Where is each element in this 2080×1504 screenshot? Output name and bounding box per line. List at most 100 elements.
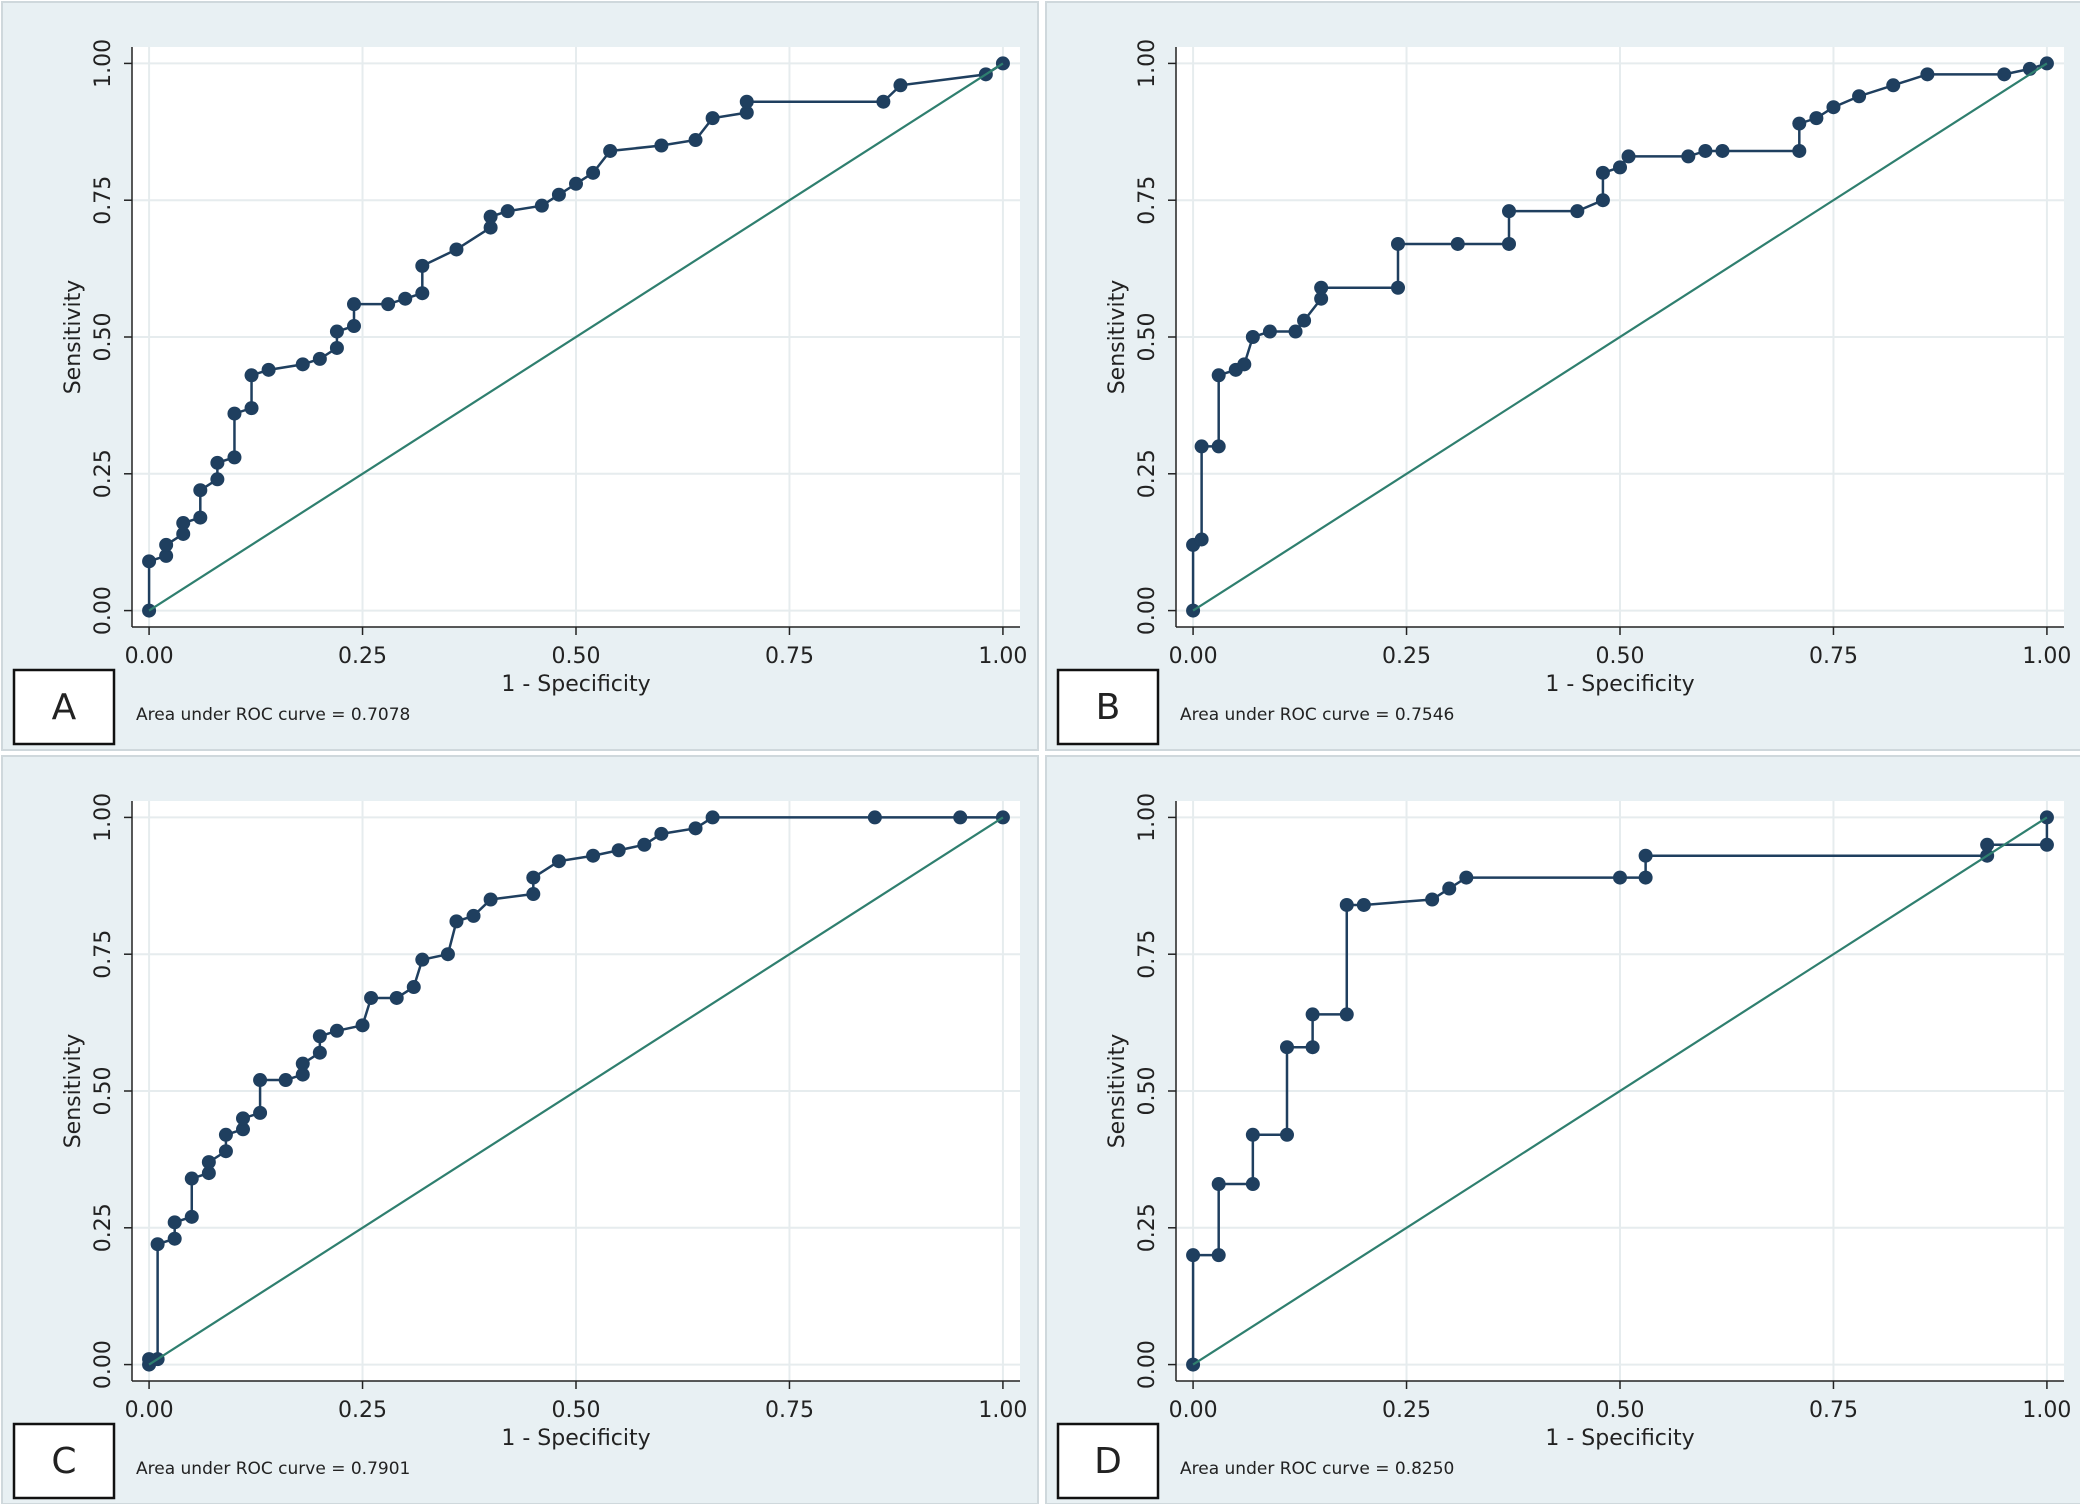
point (1314, 291, 1329, 306)
point (176, 516, 191, 531)
point (167, 1231, 182, 1246)
point (295, 1056, 310, 1071)
point (1595, 165, 1610, 180)
point (586, 165, 601, 180)
x-axis-label: 1 - Specificity (501, 672, 650, 697)
point (1339, 897, 1354, 912)
point (534, 198, 549, 213)
point (1211, 1177, 1226, 1192)
point (483, 892, 498, 907)
point (1920, 67, 1935, 82)
point (227, 406, 242, 421)
point (218, 1144, 233, 1159)
point (329, 324, 344, 339)
point (1211, 368, 1226, 383)
point (347, 297, 361, 312)
x-tick-label: 0.50 (1596, 1398, 1645, 1423)
panel: 0.00 0.25 0.50 0.75 1.00 0.00 0.25 0.50 0.75 1.00… (1, 1, 1039, 751)
point (1211, 439, 1226, 454)
point (389, 990, 404, 1005)
point (253, 1073, 268, 1088)
point (637, 837, 652, 852)
y-tick-label: 0.25 (1135, 1203, 1160, 1252)
point (159, 537, 174, 552)
x-tick-label: 0.00 (125, 1398, 174, 1423)
point (1792, 116, 1807, 131)
point (1280, 1127, 1294, 1142)
reference-line (1192, 62, 2048, 612)
point (193, 510, 208, 525)
point (500, 204, 515, 219)
point (1715, 143, 1730, 158)
annotation: Area under ROC curve = 0.7901 (136, 1459, 410, 1479)
y-tick-label: 0.75 (91, 930, 116, 979)
x-tick-label: 0.50 (552, 644, 601, 669)
panel-label-box (1056, 668, 1160, 746)
point (347, 319, 361, 334)
point (1809, 111, 1824, 126)
point (1280, 1040, 1294, 1055)
point (1638, 848, 1653, 863)
point (1314, 280, 1329, 295)
point (210, 472, 225, 487)
x-tick-label: 0.00 (125, 644, 174, 669)
point (551, 187, 566, 202)
point (193, 483, 208, 498)
point (1245, 1127, 1260, 1142)
point (1237, 357, 1252, 372)
panel: 0.00 0.25 0.50 0.75 1.00 0.00 0.25 0.50 0.75 1.00… (1045, 755, 2080, 1504)
point (381, 297, 396, 312)
annotation: Area under ROC curve = 0.8250 (1180, 1459, 1454, 1479)
point (312, 1045, 327, 1060)
panel-label: A (52, 687, 77, 728)
point (415, 258, 430, 273)
point (526, 870, 541, 885)
point (449, 914, 464, 929)
point (329, 1023, 344, 1038)
x-tick-label: 1.00 (2022, 644, 2071, 669)
y-tick-label: 0.75 (91, 176, 116, 225)
y-tick-label: 0.00 (1135, 1340, 1160, 1389)
point (1450, 236, 1465, 251)
point (295, 1067, 310, 1082)
point (236, 1122, 250, 1137)
y-axis-label: Sensitivity (1105, 280, 1130, 395)
panel-label-box (1056, 1422, 1160, 1500)
x-tick-label: 0.75 (1809, 1398, 1858, 1423)
panel: 0.00 0.25 0.50 0.75 1.00 0.00 0.25 0.50 0.75 1.00… (1, 755, 1039, 1504)
y-tick-label: 0.50 (91, 313, 116, 362)
point (1502, 236, 1516, 251)
point (1186, 1248, 1201, 1263)
point (176, 526, 191, 541)
point (569, 176, 583, 191)
point (2039, 837, 2054, 852)
point (227, 450, 242, 465)
x-tick-label: 0.00 (1169, 644, 1218, 669)
y-tick-label: 1.00 (1135, 793, 1160, 842)
point (611, 843, 626, 858)
point (1570, 204, 1585, 219)
point (1245, 1177, 1260, 1192)
point (688, 133, 703, 148)
point (150, 1237, 165, 1252)
point (1826, 100, 1841, 115)
point (329, 340, 344, 355)
point (739, 94, 754, 109)
point (406, 980, 421, 995)
x-axis-label: 1 - Specificity (1545, 672, 1694, 697)
x-tick-label: 0.50 (1596, 644, 1645, 669)
point (1186, 1357, 1201, 1372)
point (551, 854, 566, 869)
point (1305, 1007, 1320, 1022)
point (167, 1215, 182, 1230)
point (1186, 603, 1201, 618)
point (210, 455, 225, 470)
y-tick-label: 0.25 (91, 1203, 116, 1252)
point (466, 908, 481, 923)
y-tick-label: 0.50 (91, 1067, 116, 1116)
point (483, 220, 498, 235)
point (1621, 149, 1636, 164)
x-tick-label: 0.25 (1382, 644, 1431, 669)
point (201, 1166, 216, 1181)
point (1886, 78, 1901, 93)
